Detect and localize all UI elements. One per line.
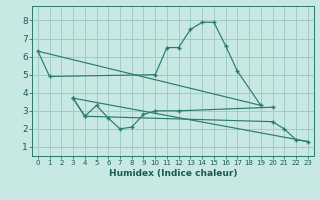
X-axis label: Humidex (Indice chaleur): Humidex (Indice chaleur) — [108, 169, 237, 178]
